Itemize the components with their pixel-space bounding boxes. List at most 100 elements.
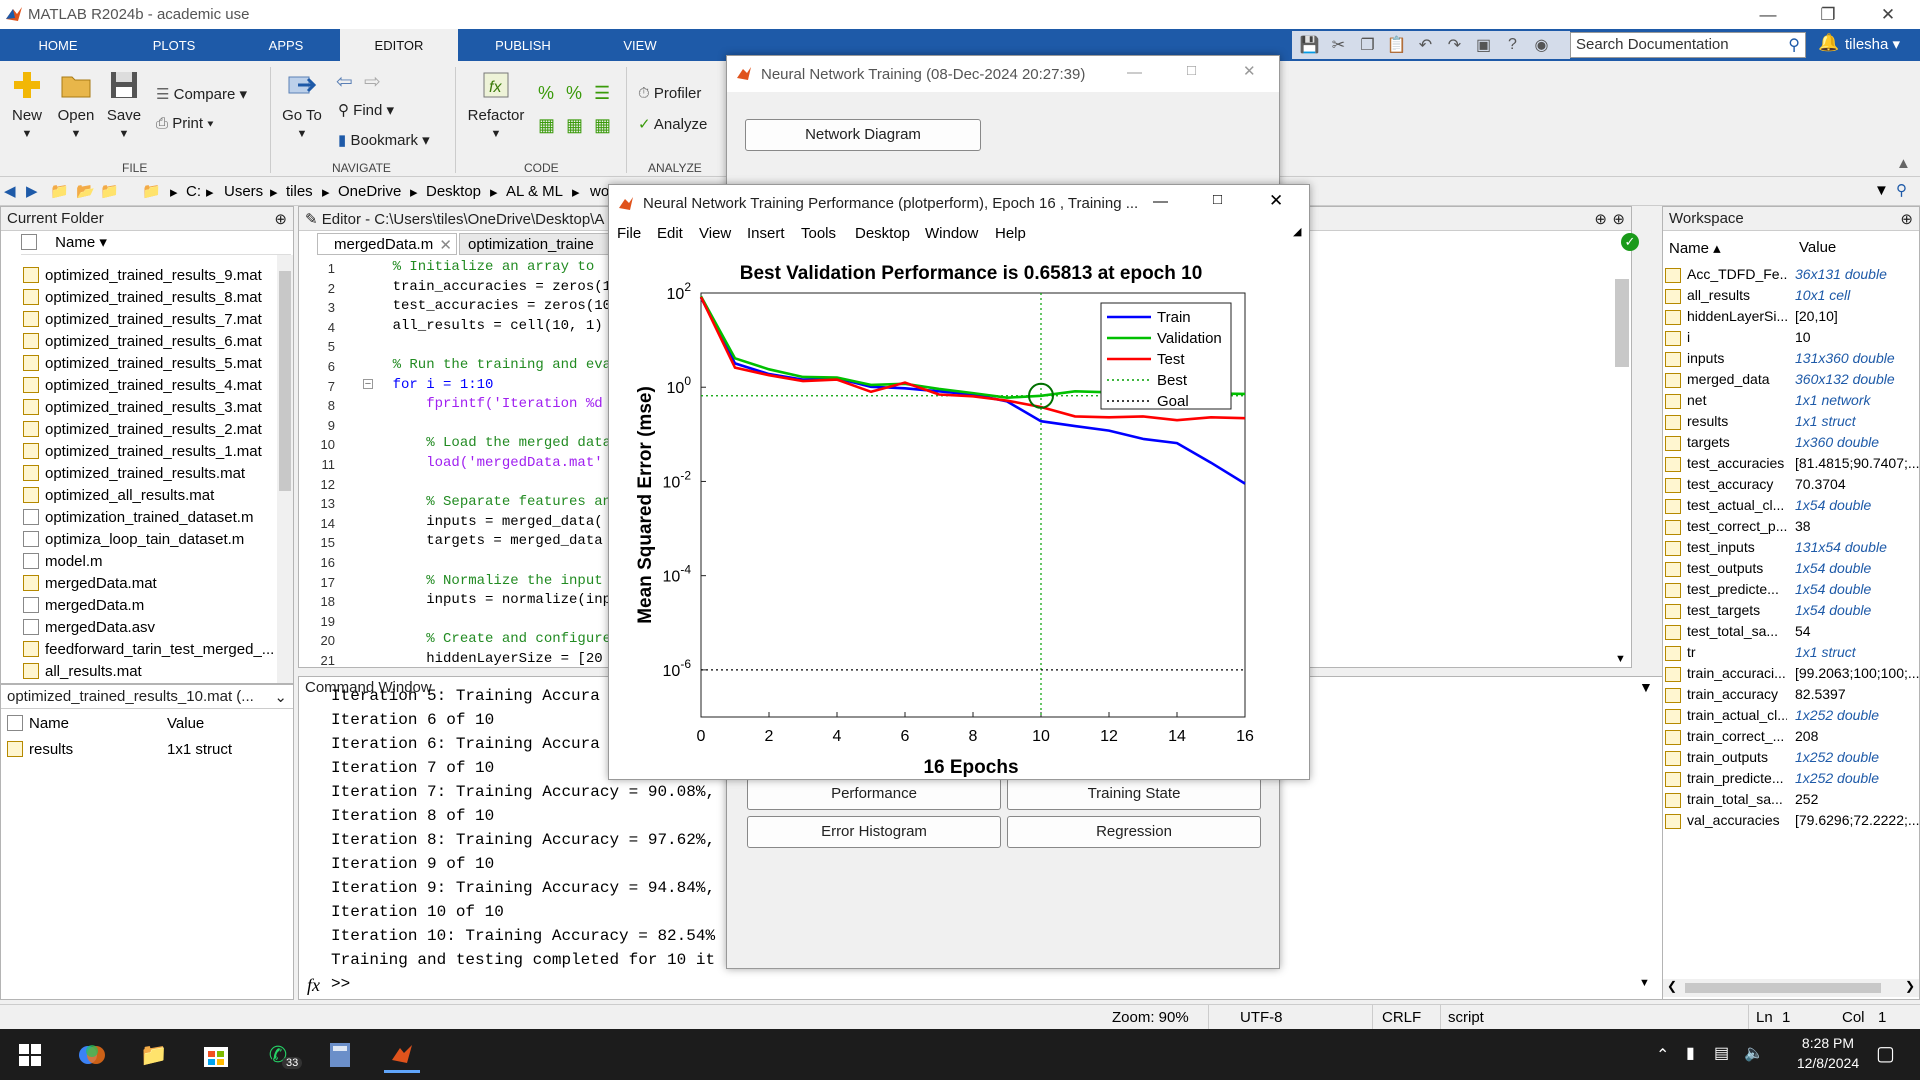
undo-icon[interactable]: ↶	[1418, 37, 1433, 54]
editor-scroll-down-icon[interactable]: ▼	[1615, 653, 1626, 665]
file-list-item[interactable]: optimized_trained_results_5.mat	[23, 355, 275, 377]
redo-icon[interactable]: ↷	[1447, 37, 1462, 54]
file-explorer-icon[interactable]: 📁	[140, 1042, 168, 1067]
menu-desktop[interactable]: Desktop	[855, 225, 911, 242]
workspace-variable-row[interactable]: tr 1x1 struct	[1665, 644, 1920, 665]
ws-value-column[interactable]: Value	[1799, 239, 1837, 256]
browse-folder-icon[interactable]: 📂	[76, 183, 95, 200]
refactor-button[interactable]: fx Refactor ▼	[464, 69, 528, 141]
file-list-item[interactable]: model.m	[23, 553, 275, 575]
code-line[interactable]: load('mergedData.mat'	[359, 455, 603, 471]
back-arrow-icon[interactable]: ⇦	[336, 71, 353, 93]
plot-maximize-button[interactable]: □	[1213, 191, 1223, 208]
calculator-icon[interactable]	[322, 1037, 358, 1073]
details-collapse-icon[interactable]: ⌄	[274, 689, 287, 706]
comment-percent-icon[interactable]: %	[538, 83, 555, 103]
tab-publish[interactable]: PUBLISH	[495, 38, 551, 53]
file-list-item[interactable]: feedforward_tarin_test_merged_...	[23, 641, 275, 663]
save-icon[interactable]: 💾	[1299, 37, 1320, 54]
compare-button[interactable]: ☰ Compare ▾	[156, 86, 248, 103]
workspace-variable-row[interactable]: train_actual_cl... 1x252 double	[1665, 707, 1920, 728]
file-list-item[interactable]: optimized_trained_results_7.mat	[23, 311, 275, 333]
workspace-variable-row[interactable]: all_results 10x1 cell	[1665, 287, 1920, 308]
workspace-variable-row[interactable]: test_accuracy 70.3704	[1665, 476, 1920, 497]
path-segment[interactable]: tiles	[286, 183, 313, 200]
editor-undock-icon[interactable]: ⊕	[1612, 211, 1625, 228]
workspace-variable-row[interactable]: train_accuraci... [99.2063;100;100;...	[1665, 665, 1920, 686]
copy-icon[interactable]: ❐	[1360, 37, 1375, 54]
workspace-variable-row[interactable]: merged_data 360x132 double	[1665, 371, 1920, 392]
editor-tab-optimization[interactable]: optimization_traine	[459, 233, 609, 255]
maximize-button[interactable]: ❐	[1820, 4, 1836, 24]
code-line[interactable]: % Normalize the input	[359, 572, 603, 589]
workspace-variable-row[interactable]: test_total_sa... 54	[1665, 623, 1920, 644]
whatsapp-icon[interactable]: ✆ 33	[260, 1037, 303, 1073]
code-line[interactable]: test_accuracies = zeros(10	[359, 298, 612, 315]
code-area[interactable]: 1 % Initialize an array to 2 train_accura…	[299, 259, 612, 668]
paste-icon[interactable]: 📋	[1386, 37, 1407, 54]
clock-time[interactable]: 8:28 PM	[1801, 1035, 1855, 1051]
close-button[interactable]: ✕	[1880, 4, 1896, 24]
uncomment-icon[interactable]: %	[566, 83, 583, 103]
code-line[interactable]: fprintf('Iteration %d	[359, 396, 603, 413]
path-segment[interactable]: OneDrive	[338, 183, 402, 200]
code-line[interactable]: % Run the training and eva	[359, 357, 612, 373]
workspace-variable-row[interactable]: test_actual_cl... 1x54 double	[1665, 497, 1920, 518]
back-icon[interactable]: ◀	[4, 183, 16, 200]
path-segment[interactable]: AL & ML	[506, 183, 563, 200]
decrease-indent-icon[interactable]: ▦	[566, 115, 584, 135]
workspace-menu-icon[interactable]: ⊕	[1900, 211, 1913, 228]
microsoft-store-icon[interactable]	[198, 1037, 234, 1073]
tab-editor[interactable]: EDITOR	[340, 29, 458, 61]
path-segment[interactable]: Desktop	[426, 183, 482, 200]
notification-center-icon[interactable]: ▢	[1876, 1043, 1895, 1065]
windows-start-icon[interactable]	[12, 1037, 48, 1073]
file-list-item[interactable]: optimized_trained_results_9.mat	[23, 267, 275, 289]
workspace-variable-row[interactable]: test_predicte... 1x54 double	[1665, 581, 1920, 602]
collapse-ribbon-icon[interactable]: ▲	[1896, 155, 1911, 172]
performance-button[interactable]: Performance	[747, 778, 1001, 810]
profiler-button[interactable]: ⏱ Profiler	[638, 85, 701, 102]
forward-arrow-icon[interactable]: ⇨	[364, 71, 381, 93]
nn-maximize-button[interactable]: □	[1187, 62, 1197, 79]
workspace-variable-row[interactable]: targets 1x360 double	[1665, 434, 1920, 455]
increase-indent-icon[interactable]: ▦	[594, 115, 612, 135]
workspace-variable-row[interactable]: inputs 131x360 double	[1665, 350, 1920, 371]
bookmark-button[interactable]: ▮ Bookmark ▾	[338, 132, 430, 149]
workspace-variable-row[interactable]: train_accuracy 82.5397	[1665, 686, 1920, 707]
code-analyzer-ok-icon[interactable]: ✓	[1621, 233, 1639, 251]
workspace-variable-row[interactable]: hiddenLayerSi... [20,10]	[1665, 308, 1920, 329]
workspace-variable-row[interactable]: test_outputs 1x54 double	[1665, 560, 1920, 581]
path-dropdown-icon[interactable]: ▼	[1874, 182, 1889, 199]
smart-indent-icon[interactable]: ▦	[538, 115, 556, 135]
search-documentation-input[interactable]: Search Documentation ⚲	[1570, 32, 1806, 58]
ws-hscrollbar[interactable]: ❮ ❯	[1663, 979, 1919, 997]
code-line[interactable]: % Load the merged data	[359, 435, 612, 452]
workspace-variable-row[interactable]: net 1x1 network	[1665, 392, 1920, 413]
file-list-item[interactable]: optimized_trained_results_4.mat	[23, 377, 275, 399]
code-line[interactable]: inputs = merged_data(	[359, 513, 603, 530]
path-segment[interactable]: C:	[186, 183, 201, 200]
regression-button[interactable]: Regression	[1007, 816, 1261, 848]
nn-minimize-button[interactable]: —	[1127, 64, 1142, 81]
command-window-menu-icon[interactable]: ▼	[1639, 679, 1653, 695]
plot-minimize-button[interactable]: —	[1153, 193, 1168, 210]
minimize-button[interactable]: —	[1759, 4, 1777, 24]
code-line[interactable]: hiddenLayerSize = [20	[359, 651, 603, 667]
close-tab-icon[interactable]: ✕	[439, 237, 452, 254]
path-search-icon[interactable]: ⚲	[1896, 182, 1907, 199]
editor-menu-icon[interactable]: ⊕	[1594, 211, 1607, 228]
file-list-item[interactable]: optimized_trained_results_3.mat	[23, 399, 275, 421]
help-icon[interactable]: ?	[1508, 36, 1517, 53]
menu-tools[interactable]: Tools	[801, 225, 837, 242]
switch-windows-icon[interactable]: ▣	[1475, 37, 1492, 54]
ws-name-column[interactable]: Name ▴	[1669, 240, 1721, 257]
toolbar-toggle-icon[interactable]: ◢	[1293, 226, 1302, 238]
editor-scrollbar-thumb[interactable]	[1615, 279, 1629, 367]
code-line[interactable]: % Separate features an	[359, 494, 612, 511]
file-list-item[interactable]: optimized_trained_results_2.mat	[23, 421, 275, 443]
tab-home[interactable]: HOME	[38, 38, 78, 53]
workspace-variable-row[interactable]: test_inputs 131x54 double	[1665, 539, 1920, 560]
code-line[interactable]: train_accuracies = zeros(1	[359, 278, 612, 295]
ws-hscrollbar-thumb[interactable]	[1685, 983, 1881, 993]
